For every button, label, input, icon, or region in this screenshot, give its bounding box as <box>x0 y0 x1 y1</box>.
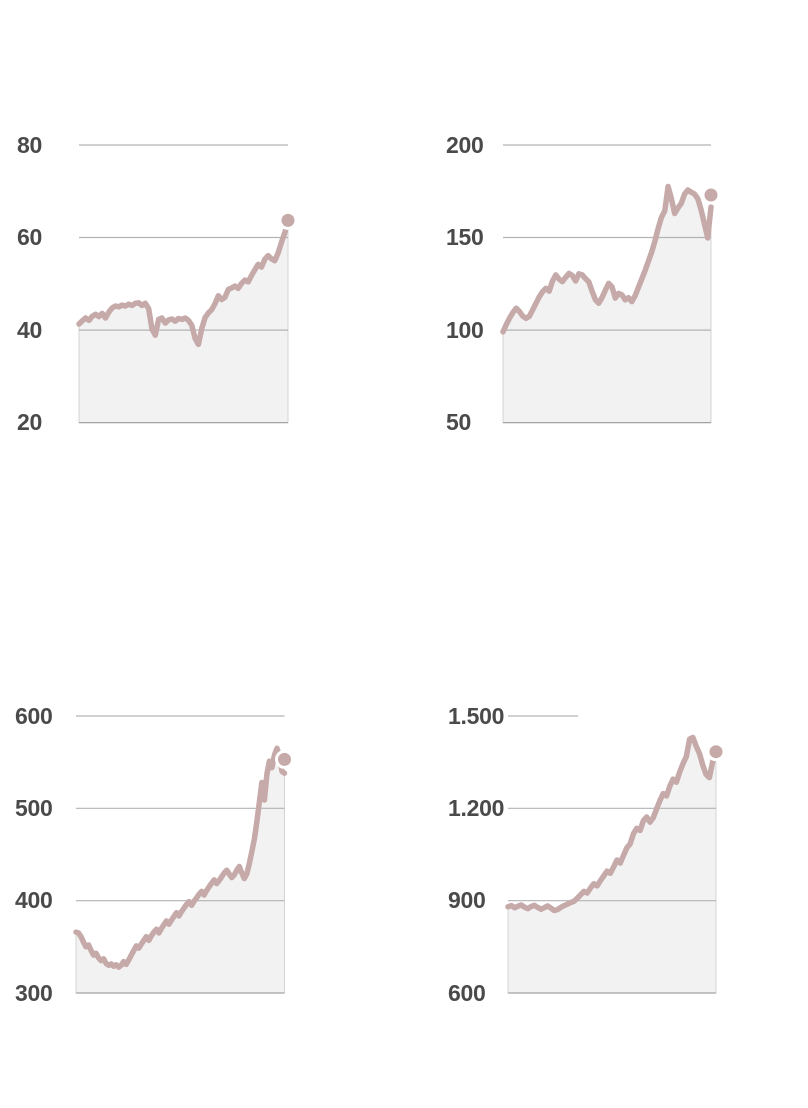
y-axis-tick-label: 200 <box>446 131 484 158</box>
y-axis-tick-label: 60 <box>17 224 42 251</box>
y-axis-tick-label: 50 <box>446 409 471 436</box>
y-axis-tick-label: 150 <box>446 224 484 251</box>
y-axis-tick-label: 40 <box>17 316 42 343</box>
line-area-plot-2 <box>500 144 721 423</box>
y-axis-tick-label: 600 <box>15 702 53 729</box>
y-axis-tick-label: 80 <box>17 131 42 158</box>
y-axis-tick-label: 600 <box>448 979 486 1006</box>
y-axis-tick-label: 1.500 <box>448 702 505 729</box>
y-axis-tick-label: 20 <box>17 409 42 436</box>
line-area-plot-3 <box>73 714 294 994</box>
line-area-plot-1 <box>76 144 298 423</box>
y-axis-tick-label: 300 <box>15 979 53 1006</box>
y-axis-tick-label: 900 <box>448 887 486 914</box>
y-axis-tick-label: 1.200 <box>448 794 505 821</box>
y-axis-tick-label: 500 <box>15 794 53 821</box>
line-area-plot-4 <box>505 714 726 994</box>
y-axis-tick-label: 400 <box>15 887 53 914</box>
y-axis-tick-label: 100 <box>446 316 484 343</box>
